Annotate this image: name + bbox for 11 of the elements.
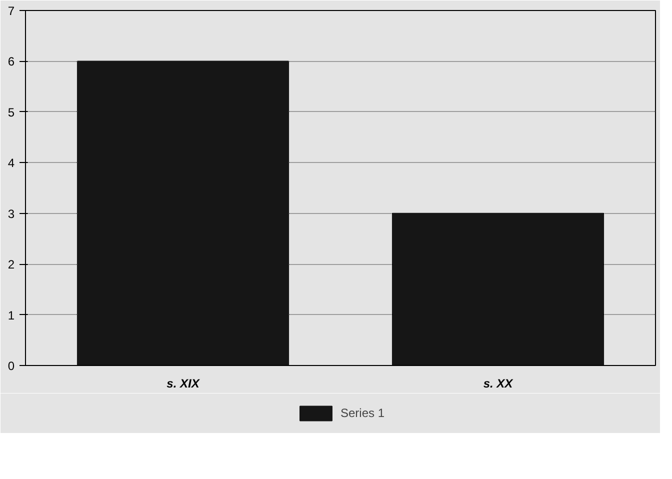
y-tick-label: 5 [8, 105, 15, 120]
y-tick-label: 1 [8, 308, 15, 322]
y-tick-label: 0 [8, 359, 15, 373]
y-tick-label: 3 [8, 206, 15, 221]
legend-label: Series 1 [340, 406, 385, 420]
y-tick-label: 7 [8, 4, 15, 18]
y-tick-label: 4 [8, 156, 15, 170]
y-tick-label: 6 [8, 54, 15, 69]
y-tick-label: 2 [8, 258, 15, 272]
x-tick-label: s. XX [483, 376, 514, 390]
x-tick-label: s. XIX [166, 376, 200, 390]
